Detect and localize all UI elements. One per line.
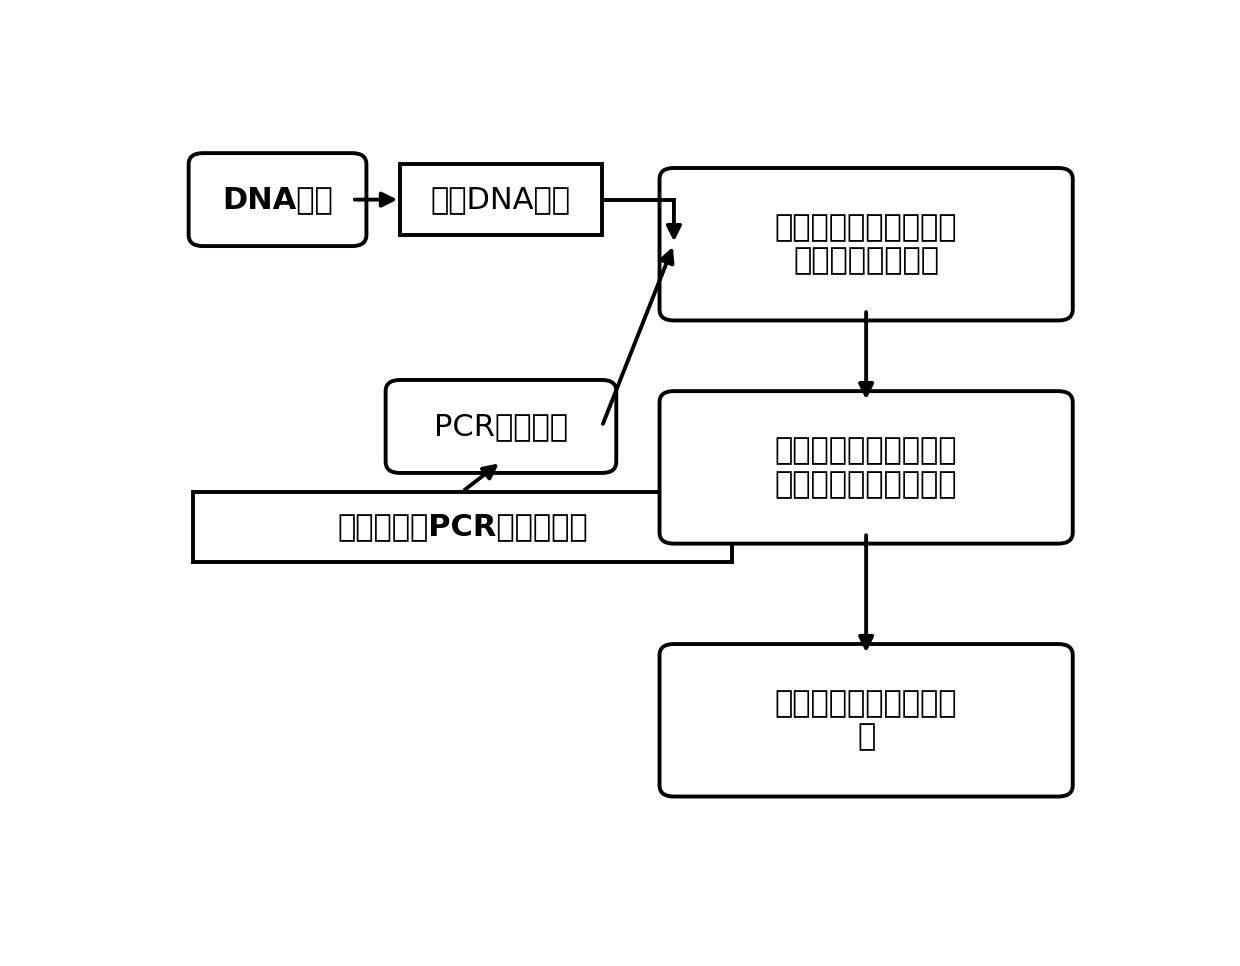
- FancyBboxPatch shape: [386, 380, 616, 473]
- FancyBboxPatch shape: [193, 492, 732, 562]
- FancyBboxPatch shape: [188, 153, 367, 246]
- FancyBboxPatch shape: [660, 644, 1073, 797]
- FancyBboxPatch shape: [660, 168, 1073, 321]
- Text: 确定DNA可用: 确定DNA可用: [432, 185, 570, 214]
- Text: DNA提取: DNA提取: [222, 185, 332, 214]
- FancyBboxPatch shape: [660, 391, 1073, 544]
- Text: 确定特异性引物的可用
性: 确定特异性引物的可用 性: [775, 689, 957, 752]
- FancyBboxPatch shape: [401, 164, 601, 235]
- Text: PCR引物设计: PCR引物设计: [434, 412, 568, 440]
- Text: 本发明：新PCR特异性引物: 本发明：新PCR特异性引物: [337, 512, 588, 541]
- Text: 已测序样本确定引物可
用及引物退火温度: 已测序样本确定引物可 用及引物退火温度: [775, 213, 957, 275]
- Text: 已测序样本大样本量确
定特异性引物的准确性: 已测序样本大样本量确 定特异性引物的准确性: [775, 436, 957, 498]
